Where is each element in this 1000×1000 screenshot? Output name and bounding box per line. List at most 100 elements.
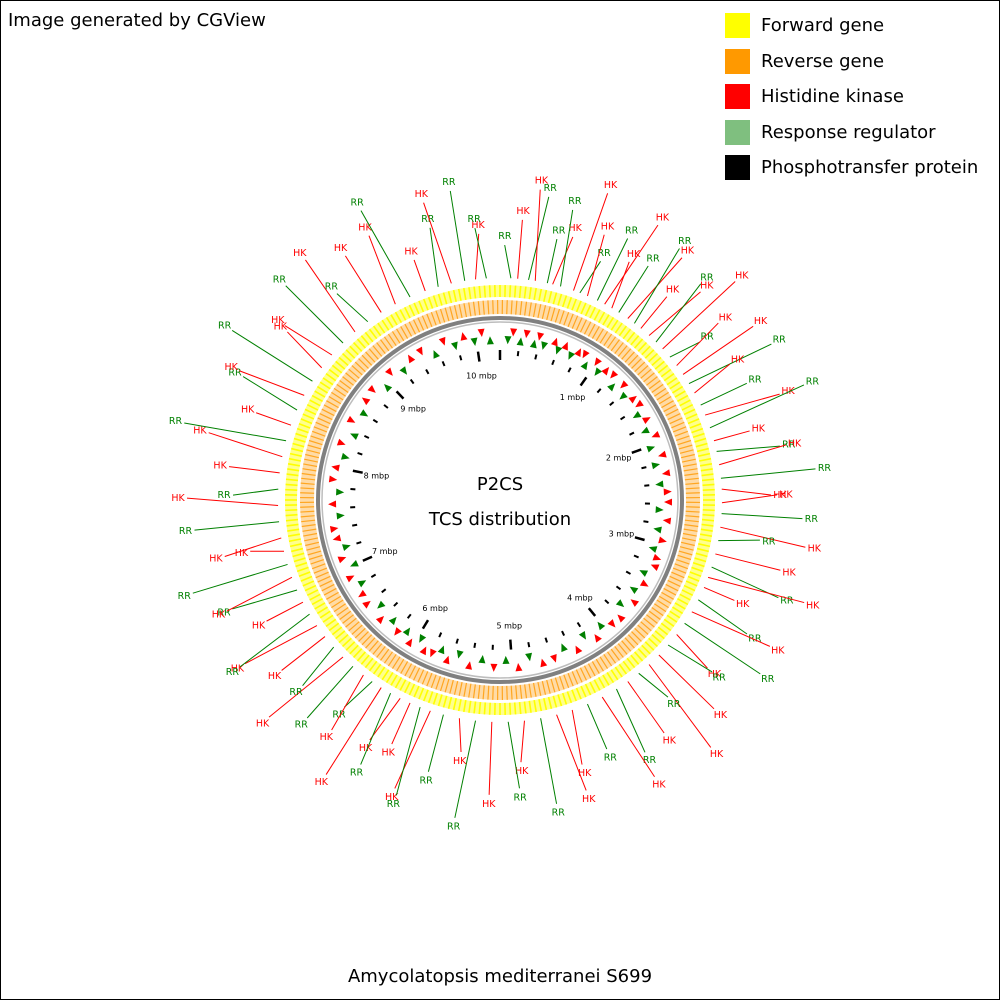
minor-tick — [393, 601, 399, 607]
forward-gene-stripe — [309, 399, 321, 407]
reverse-gene-stripe — [351, 624, 363, 635]
reverse-gene-stripe — [303, 532, 318, 537]
minor-tick — [544, 637, 549, 643]
forward-gene-stripe — [691, 427, 704, 434]
rr-label: RR — [782, 439, 796, 450]
rr-strand-marker — [653, 526, 662, 534]
hk-leader-line — [369, 698, 401, 741]
minor-tick — [516, 351, 520, 357]
reverse-gene-stripe — [331, 599, 344, 609]
hk-strand-marker — [465, 661, 472, 670]
rr-strand-marker — [456, 649, 464, 659]
rr-strand-marker — [639, 570, 649, 577]
reverse-gene-stripe — [301, 519, 316, 523]
reverse-gene-stripe — [435, 310, 441, 325]
forward-gene-stripe — [694, 437, 707, 443]
reverse-gene-stripe — [532, 682, 537, 697]
reverse-gene-stripe — [317, 417, 331, 425]
forward-gene-stripe — [589, 306, 597, 319]
forward-gene-stripe — [468, 700, 472, 713]
forward-gene-stripe — [602, 674, 610, 686]
hk-strand-marker — [490, 663, 498, 672]
minor-tick — [372, 418, 379, 424]
legend-item-phosphotransfer-protein: Phosphotransfer protein — [725, 150, 978, 186]
rr-leader-line — [231, 329, 313, 382]
hk-leader-line — [627, 681, 665, 734]
rr-leader-line — [688, 343, 772, 384]
forward-gene-stripe — [418, 687, 425, 700]
forward-gene-stripe — [368, 328, 378, 340]
reverse-gene-stripe — [537, 304, 542, 319]
hk-label: HK — [252, 620, 266, 631]
rr-leader-line — [474, 228, 487, 279]
hk-leader-line — [611, 261, 630, 309]
hk-label: HK — [482, 799, 496, 810]
reverse-gene-stripe — [376, 342, 386, 354]
hk-leader-line — [255, 412, 292, 426]
forward-gene-stripe — [295, 561, 308, 568]
rr-strand-marker — [433, 350, 440, 359]
reverse-gene-stripe — [667, 412, 681, 421]
reverse-gene-stripe — [634, 361, 646, 373]
reverse-gene-stripe — [607, 651, 617, 664]
reverse-gene-stripe — [546, 679, 551, 694]
rr-leader-line — [302, 646, 335, 686]
hk-strand-marker — [594, 357, 602, 366]
hk-strand-marker — [375, 615, 385, 625]
forward-gene-stripe — [316, 606, 328, 615]
forward-gene-stripe — [518, 285, 522, 299]
reverse-gene-stripe — [417, 317, 425, 331]
minor-tick — [620, 415, 626, 421]
forward-gene-stripe — [377, 666, 386, 678]
forward-gene-stripe — [663, 372, 675, 382]
reverse-gene-stripe — [426, 672, 433, 687]
forward-gene-stripe — [418, 300, 425, 313]
legend-item-histidine-kinase: Histidine kinase — [725, 79, 978, 115]
hk-leader-line — [391, 702, 411, 745]
tick-label: 9 mbp — [400, 405, 426, 414]
forward-gene-stripe — [319, 610, 331, 619]
rr-strand-marker — [594, 367, 603, 376]
minor-tick — [459, 355, 463, 361]
reverse-gene-stripe — [306, 449, 321, 454]
reverse-gene-stripe — [550, 307, 556, 322]
reverse-gene-stripe — [361, 354, 373, 366]
rr-label: RR — [289, 687, 303, 698]
reverse-gene-stripe — [313, 567, 328, 574]
rr-strand-marker — [568, 351, 576, 360]
forward-gene-stripe — [381, 669, 390, 681]
hk-label: HK — [752, 424, 766, 435]
rr-label: RR — [667, 699, 681, 710]
forward-gene-stripe — [672, 606, 684, 615]
forward-gene-stripe — [566, 296, 573, 309]
reverse-gene-stripe — [684, 519, 699, 523]
forward-gene-stripe — [368, 660, 378, 672]
forward-gene-stripe — [593, 309, 601, 321]
forward-gene-stripe — [689, 423, 702, 429]
hk-label: HK — [779, 490, 793, 501]
forward-gene-stripe — [700, 528, 713, 532]
legend: Forward gene Reverse gene Histidine kina… — [725, 8, 978, 186]
reverse-gene-stripe — [567, 672, 574, 687]
forward-gene-stripe — [634, 338, 644, 349]
rr-leader-line — [454, 720, 477, 818]
hk-strand-marker — [430, 648, 437, 658]
hk-leader-line — [640, 296, 668, 329]
reverse-gene-stripe — [487, 685, 490, 700]
reverse-gene-stripe — [458, 681, 463, 696]
minor-tick — [406, 613, 412, 619]
rr-strand-marker — [336, 488, 345, 496]
forward-gene-stripe — [699, 533, 713, 537]
hk-label: HK — [736, 599, 750, 610]
minor-tick — [604, 599, 610, 605]
legend-swatch-forward — [725, 13, 750, 39]
reverse-gene-stripe — [614, 342, 624, 354]
rr-strand-marker — [470, 337, 478, 346]
rr-leader-line — [546, 239, 558, 284]
forward-gene-stripe — [580, 302, 587, 315]
major-tick — [352, 469, 363, 474]
hk-label: HK — [385, 792, 399, 803]
legend-swatch-reverse — [725, 48, 750, 74]
reverse-gene-stripe — [365, 351, 376, 363]
forward-gene-stripe — [557, 694, 563, 707]
